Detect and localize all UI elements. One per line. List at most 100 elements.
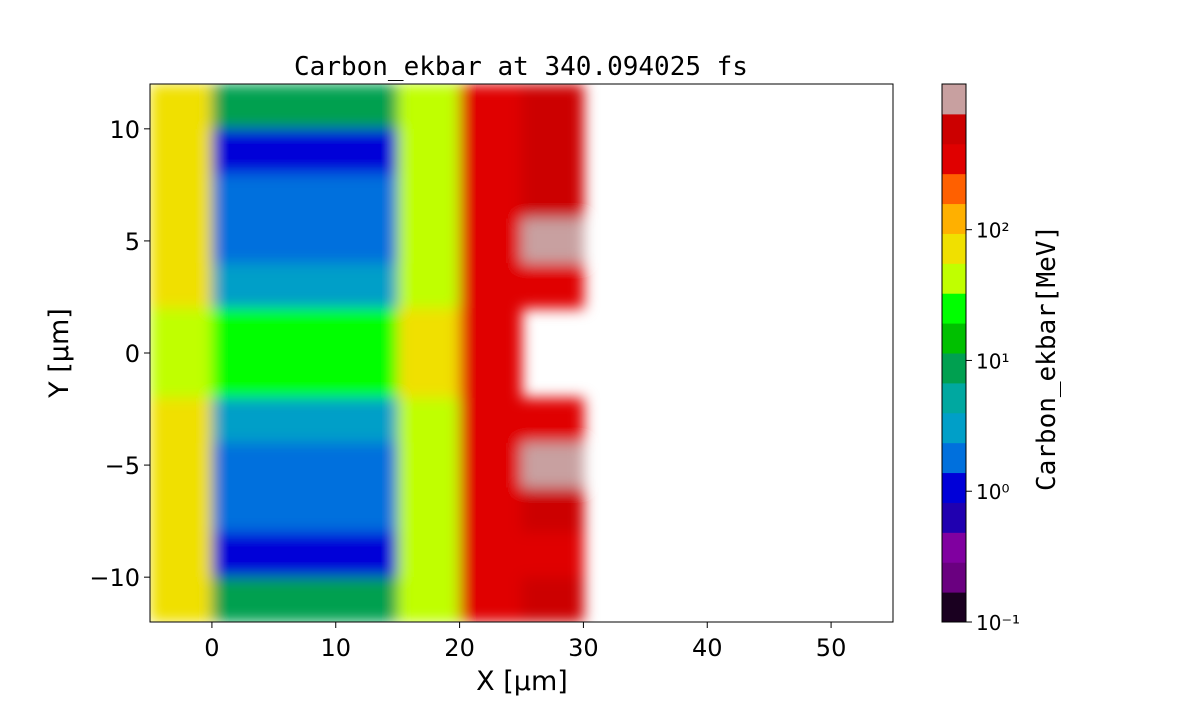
- colorbar-band: [942, 562, 966, 593]
- cell: [150, 487, 213, 533]
- cell: [397, 173, 461, 219]
- colorbar-band: [942, 412, 966, 444]
- cell: [150, 308, 213, 354]
- cell: [273, 84, 337, 130]
- cell: [273, 487, 337, 533]
- cell: [150, 442, 213, 488]
- x-tick-label: 0: [204, 634, 219, 662]
- cell: [459, 577, 522, 622]
- colorbar-band: [942, 233, 966, 264]
- colorbar-band: [942, 592, 966, 623]
- cell: [211, 263, 275, 309]
- colorbar-band: [942, 293, 966, 324]
- colorbar-band: [942, 84, 966, 115]
- cell: [397, 353, 461, 399]
- cell: [459, 218, 522, 264]
- cell: [211, 173, 275, 219]
- cell: [459, 173, 522, 219]
- cell: [521, 128, 584, 175]
- cell: [335, 487, 399, 533]
- cell: [273, 128, 337, 175]
- cell: [521, 173, 584, 219]
- cell: [521, 263, 584, 309]
- cell: [211, 218, 275, 264]
- colorbar-tick-label: 10⁰: [976, 480, 1009, 504]
- colorbar-band: [942, 323, 966, 354]
- colorbar-band: [942, 113, 966, 145]
- colorbar-band: [942, 203, 966, 234]
- cell: [150, 84, 213, 130]
- cell: [273, 442, 337, 488]
- x-tick-label: 40: [692, 634, 723, 662]
- cell: [521, 487, 584, 533]
- cell: [459, 442, 522, 488]
- colorbar-tick-label: 10²: [976, 219, 1009, 243]
- y-tick-label: −5: [105, 452, 140, 480]
- cell: [397, 397, 461, 444]
- colorbar-tick-label: 10¹: [976, 349, 1009, 373]
- cell: [150, 353, 213, 399]
- x-tick-label: 50: [816, 634, 847, 662]
- cell: [273, 173, 337, 219]
- cell: [150, 577, 213, 622]
- cell: [150, 263, 213, 309]
- cell: [397, 84, 461, 130]
- cell: [521, 532, 584, 578]
- colorbar-band: [942, 472, 966, 503]
- cell: [459, 308, 522, 354]
- colorbar-band: [942, 382, 966, 414]
- y-tick-label: −10: [89, 564, 140, 592]
- colorbar-band: [942, 143, 966, 175]
- cell: [335, 353, 399, 399]
- cell: [211, 397, 275, 444]
- colorbar-frame: [941, 83, 967, 623]
- y-tick-label: 10: [109, 116, 140, 144]
- cell: [211, 577, 275, 622]
- cell: [150, 532, 213, 578]
- cell: [335, 173, 399, 219]
- cell: [211, 487, 275, 533]
- colorbar-label: Carbon_ekbar[MeV]: [1032, 225, 1062, 491]
- cell: [211, 353, 275, 399]
- cells: [150, 84, 584, 622]
- cell: [335, 442, 399, 488]
- colorbar-band: [942, 173, 966, 205]
- cell: [397, 532, 461, 578]
- cell: [273, 263, 337, 309]
- cell: [335, 84, 399, 130]
- cell: [211, 532, 275, 578]
- cell: [273, 532, 337, 578]
- x-tick-label: 30: [568, 634, 599, 662]
- cell: [273, 353, 337, 399]
- cell: [273, 577, 337, 622]
- cell: [521, 84, 584, 130]
- colorbar-tick-label: 10⁻¹: [976, 611, 1020, 635]
- cell: [521, 218, 584, 264]
- colorbar-band: [942, 442, 966, 474]
- cell: [335, 263, 399, 309]
- chart-title: Carbon_ekbar at 340.094025 fs: [294, 52, 748, 82]
- cell: [211, 308, 275, 354]
- colorbar-band: [942, 502, 966, 533]
- cell: [459, 532, 522, 578]
- cell: [521, 442, 584, 488]
- cell: [459, 84, 522, 130]
- colorbar: [942, 84, 966, 623]
- cell: [150, 128, 213, 175]
- x-tick-label: 20: [444, 634, 475, 662]
- cell: [521, 397, 584, 444]
- y-axis-label: Y [μm]: [44, 308, 75, 399]
- cell: [459, 487, 522, 533]
- cell: [211, 442, 275, 488]
- cell: [397, 308, 461, 354]
- cell: [397, 487, 461, 533]
- cell: [150, 173, 213, 219]
- cell: [335, 128, 399, 175]
- cell: [150, 218, 213, 264]
- cell: [335, 218, 399, 264]
- cell: [397, 577, 461, 622]
- cell: [211, 128, 275, 175]
- x-axis-label: X [μm]: [476, 666, 568, 697]
- axes: 0 10 20 30 40 50 −10 −5 0 5 10 10⁻¹ 10⁰ 10¹ 10²: [89, 116, 1020, 662]
